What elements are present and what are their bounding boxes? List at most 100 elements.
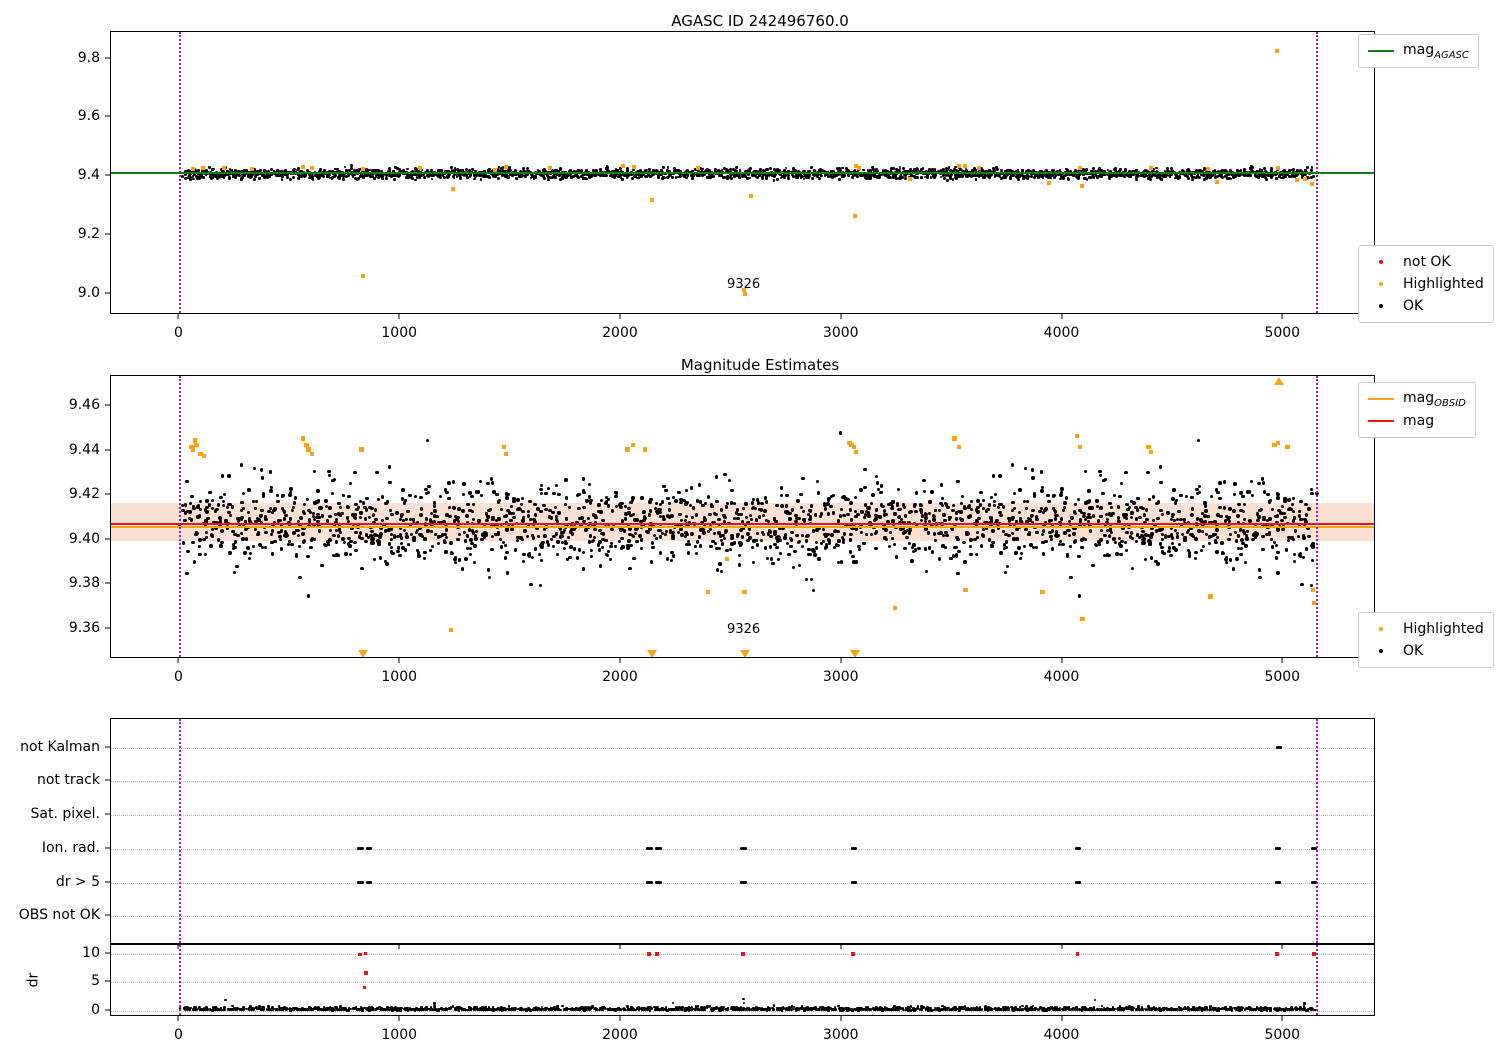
legend-label: Highlighted [1403,621,1484,637]
data-point-ok [1228,507,1232,511]
data-point-ok [649,560,654,564]
data-point-ok [1216,490,1220,495]
data-point-ok [718,546,722,551]
data-point-ok [479,494,483,498]
data-point-ok [533,513,538,517]
data-point-ok [582,490,586,494]
data-point-ok [718,562,722,566]
data-point-ok [1171,512,1175,517]
data-point-ok [836,543,841,548]
data-point-ok [1035,517,1039,521]
data-point-ok [756,176,760,180]
data-point-ok [822,502,826,506]
data-point-ok [457,172,461,176]
data-point-ok [757,515,761,519]
data-point-ok [336,553,340,558]
legend-entry[interactable]: Highlighted [1368,618,1484,640]
panel2-legend-markers[interactable]: Highlighted OK [1358,612,1494,668]
data-point-ok [186,170,190,173]
data-point-ok [575,556,580,560]
data-point-ok [508,168,512,172]
data-point-ok [268,470,273,474]
data-point-ok [1063,501,1067,505]
data-point-ok [447,496,451,501]
panel2-legend-lines[interactable]: magOBSID mag [1358,382,1476,438]
data-point-ok [248,556,252,561]
data-point-ok [423,550,427,554]
data-point-ok [316,174,320,178]
data-point-ok [327,473,332,478]
data-point-ok [1214,540,1218,544]
data-point-ok [1302,536,1306,540]
legend-entry[interactable]: magOBSID [1368,388,1466,410]
panel1-legend-lines[interactable]: magAGASC [1358,34,1479,68]
data-point-ok [361,174,365,178]
data-point-ok [1156,516,1160,521]
data-point-ok [521,496,525,501]
data-point-ok [1288,507,1292,511]
data-point-ok [1224,556,1229,560]
data-point-ok [191,540,195,545]
data-point-ok [288,493,292,497]
data-point-ok [971,174,975,178]
data-point-ok [1004,545,1009,550]
data-point-ok [780,504,784,508]
data-point-ok [623,517,628,521]
data-point-ok [1190,496,1194,500]
data-point-ok [552,173,556,176]
data-point-ok [243,172,247,176]
data-point-ok [616,169,619,173]
legend-entry[interactable]: magAGASC [1368,40,1469,62]
data-point-ok [1256,519,1260,523]
data-point-ok [834,173,838,176]
data-point-ok [1310,491,1314,496]
data-point-ok [892,542,897,547]
legend-entry[interactable]: OK [1368,295,1484,317]
data-point-ok [311,514,315,519]
data-point-ok [278,173,281,177]
data-point-ok [427,485,431,489]
y-tick-label: 9.42 [68,486,100,503]
data-point-ok [917,546,921,550]
data-point-ok [1107,553,1111,558]
data-point-highlighted [1077,445,1083,450]
data-point-ok [1047,174,1051,178]
data-point-ok [551,510,555,515]
data-point-ok [836,166,839,170]
legend-entry[interactable]: Highlighted [1368,273,1484,295]
data-point-ok [957,549,961,553]
data-point-ok [478,479,483,484]
data-point-ok [1142,513,1147,517]
data-point-ok [744,502,748,506]
data-point-highlighted [250,167,255,172]
panel3-axes [110,718,1375,944]
flag-category-label: Ion. rad. [41,839,100,856]
data-point-ok [713,542,718,546]
data-point-ok [424,517,429,521]
data-point-ok [1116,504,1120,509]
panel1-legend-markers[interactable]: not OK Highlighted OK [1358,245,1494,323]
data-point-ok [264,517,268,521]
data-point-ok [698,528,703,532]
data-point-ok [185,571,189,576]
data-point-ok [874,508,879,512]
data-point-ok [968,514,973,518]
data-point-ok [656,169,660,173]
data-point-ok [405,175,409,179]
data-point-ok [581,172,585,176]
legend-entry[interactable]: mag [1368,410,1466,432]
data-point-ok [866,506,870,510]
data-point-ok [1177,542,1181,547]
data-point-ok [799,175,803,179]
legend-entry[interactable]: not OK [1368,251,1484,273]
data-point-ok [557,170,560,173]
data-point-ok [597,172,601,176]
data-point-ok [292,176,296,179]
data-point-ok [791,175,795,178]
data-point-ok [1190,507,1195,511]
data-point-ok [1218,496,1222,501]
data-point-ok [332,533,336,538]
data-point-ok [694,551,698,556]
legend-entry[interactable]: OK [1368,640,1484,662]
data-point-ok [462,482,466,486]
